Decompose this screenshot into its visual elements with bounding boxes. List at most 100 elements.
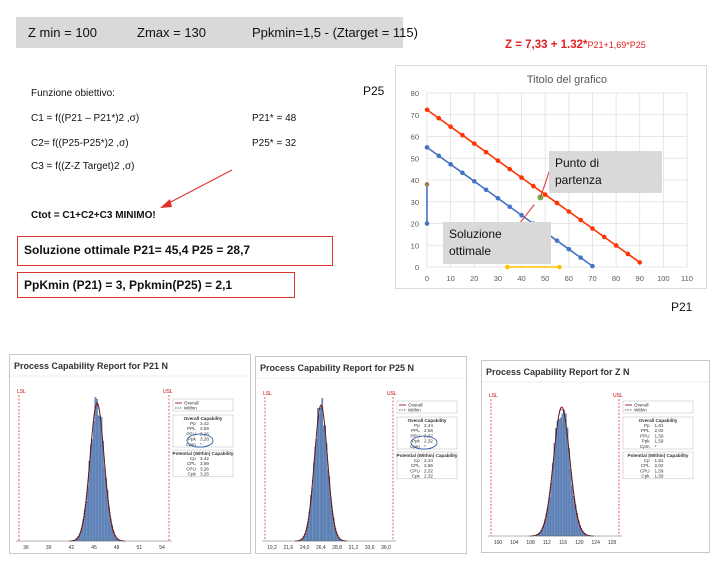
series-point-1	[483, 187, 489, 193]
stat-name: CPU	[640, 468, 650, 473]
chart-title: Titolo del grafico	[527, 74, 607, 86]
series-point-0	[637, 260, 643, 265]
report-svg: Process Capability Report for Z N LSL USL 1…	[482, 367, 709, 546]
y-tick-label: 60	[411, 133, 419, 142]
equation-main: Z = 7,33 + 1.32*	[505, 39, 588, 51]
stat-name: Cpk	[188, 472, 197, 477]
report-x-tick: 128	[608, 540, 617, 546]
histogram-bar	[561, 413, 564, 537]
within-stats-header: Potential (Within) Capability	[397, 453, 458, 458]
cost-c1: C1 = f((P21 – P21*)2 ,σ)	[31, 113, 140, 124]
histogram-bar	[321, 398, 324, 542]
report-title: Process Capability Report for P21 N	[14, 361, 168, 371]
overall-curve	[529, 406, 594, 537]
series-point-1	[448, 162, 453, 167]
x-tick-label: 30	[494, 274, 502, 283]
equation-rest: P21+1,69*P25	[587, 40, 646, 50]
series-point-1	[566, 246, 572, 252]
within-curve	[69, 404, 126, 542]
x-tick-label: 50	[541, 274, 549, 283]
series-point-3	[424, 182, 430, 187]
report-x-tick: 104	[510, 540, 519, 546]
stat-name: Cpm	[410, 444, 420, 449]
usl-label: USL	[387, 391, 397, 397]
x-tick-label: 0	[425, 274, 429, 283]
stat-name: Ppk	[188, 437, 197, 442]
y-tick-label: 10	[411, 241, 419, 250]
series-point-0	[519, 175, 524, 180]
stat-value: 3,26	[200, 431, 209, 436]
histogram-bar	[311, 487, 314, 542]
x-tick-label: 40	[517, 274, 525, 283]
zmax-label: Zmax = 130	[137, 25, 207, 40]
stat-name: Cpk	[412, 474, 421, 479]
lsl-label: LSL	[263, 391, 272, 397]
lsl-label: LSL	[489, 393, 498, 399]
start-point-marker	[537, 194, 544, 201]
stat-value: 2,56	[424, 463, 433, 468]
within-stats-header: Potential (Within) Capability	[173, 451, 234, 456]
histogram-bar	[101, 440, 104, 542]
stat-value: 3,26	[200, 437, 209, 442]
series-point-1	[471, 179, 477, 184]
histogram-bar	[569, 468, 572, 537]
x-tick-label: 70	[588, 274, 596, 283]
histogram-bar	[314, 446, 317, 542]
series-point-0	[590, 226, 595, 231]
within-stats-box	[622, 451, 694, 480]
arrow-to-ctot	[160, 169, 233, 208]
stat-name: CPL	[411, 463, 420, 468]
histogram-bar	[98, 415, 101, 542]
histogram-bar	[559, 417, 562, 537]
stat-value: 2,32	[424, 433, 433, 438]
stat-value: 1,59	[655, 433, 664, 438]
start-point-label: Punto di partenza	[555, 156, 602, 187]
series-point-1	[578, 255, 583, 260]
series-point-0	[601, 234, 607, 240]
series-point-1	[495, 195, 501, 201]
series-point-0	[554, 200, 560, 206]
series-point-1	[460, 170, 465, 176]
overall-curve	[69, 402, 126, 542]
stat-value: 1,81	[655, 458, 664, 463]
stat-name: Cp	[414, 458, 420, 463]
stat-name: Cpk	[641, 474, 650, 479]
histogram-bar	[317, 408, 319, 542]
report-x-tick: 108	[526, 540, 535, 546]
x-axis-title: P21	[671, 300, 693, 314]
usl-label: USL	[163, 389, 173, 395]
stat-value: 1,59	[655, 468, 664, 473]
stat-value: 2,32	[424, 474, 433, 479]
x-tick-label: 60	[565, 274, 573, 283]
report-x-tick: 26,4	[316, 545, 326, 551]
stat-name: PPU	[640, 433, 649, 438]
series-point-1	[436, 153, 442, 159]
series-point-0	[471, 141, 477, 146]
histogram-bar	[564, 413, 567, 537]
series-point-0	[531, 183, 536, 189]
zmin-label: Z min = 100	[28, 25, 98, 40]
within-stats-box	[396, 451, 458, 480]
histogram-bar	[556, 420, 559, 537]
series-point-0	[507, 166, 513, 172]
within-curve	[529, 408, 594, 537]
stat-name: Cpm	[640, 444, 650, 449]
histogram-bar	[97, 415, 100, 542]
report-x-tick: 36	[23, 545, 29, 551]
stat-name: CPL	[641, 463, 650, 468]
ppk-highlight-ring	[186, 433, 214, 448]
within-stats-box	[172, 449, 234, 478]
series-point-0	[424, 107, 430, 113]
report-x-tick: 39	[46, 545, 52, 551]
histogram-bar	[322, 425, 325, 542]
histogram-bar	[572, 496, 575, 537]
stat-value: 1,81	[655, 423, 664, 428]
report-x-tick: 21,6	[283, 545, 293, 551]
y-tick-label: 0	[415, 263, 419, 272]
report-x-tick: 124	[592, 540, 601, 546]
cost-c2: C2= f((P25-P25*)2 ,σ)	[31, 138, 129, 149]
histogram-bar	[85, 501, 88, 542]
histogram-bar	[92, 421, 95, 542]
series-point-0	[483, 149, 489, 155]
stat-value: 3,26	[200, 466, 209, 471]
